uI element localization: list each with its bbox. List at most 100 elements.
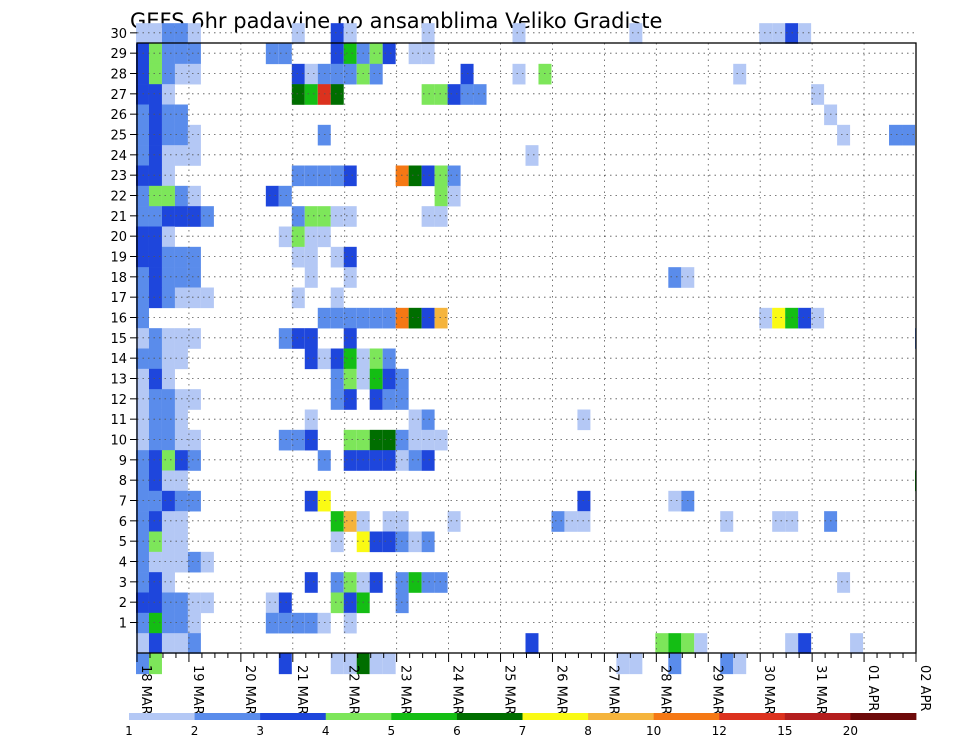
heatmap-cell: [382, 531, 396, 553]
heatmap-cell: [187, 63, 201, 85]
heatmap-cell: [434, 185, 448, 207]
heatmap-cell: [395, 307, 409, 329]
heatmap-cell: [538, 63, 552, 85]
heatmap-cell: [330, 653, 344, 675]
heatmap-cell: [668, 490, 682, 512]
heatmap-cell: [356, 307, 370, 329]
heatmap-cell: [136, 653, 149, 675]
heatmap-cell: [317, 63, 331, 85]
heatmap-cell: [408, 572, 422, 593]
heatmap-cell: [161, 145, 175, 166]
heatmap-cell: [174, 287, 188, 309]
heatmap-cell: [174, 409, 188, 431]
heatmap-cell: [148, 612, 162, 634]
heatmap-cell: [161, 551, 175, 573]
colorbar-swatch: [850, 713, 917, 720]
heatmap-cell: [174, 145, 188, 166]
heatmap-cell: [291, 429, 305, 451]
colorbar-label: 15: [777, 724, 792, 738]
heatmap-cell: [148, 267, 162, 288]
x-tick-label: 27 MAR: [605, 665, 620, 715]
heatmap-cell: [356, 63, 370, 85]
x-tick-label: 25 MAR: [502, 665, 517, 715]
heatmap-cell: [421, 572, 435, 593]
heatmap-cell: [148, 470, 162, 492]
heatmap-cell: [278, 592, 292, 614]
heatmap-cell: [434, 307, 448, 329]
heatmap-cell: [187, 328, 201, 349]
heatmap-cell: [136, 165, 149, 187]
heatmap-cell: [421, 206, 435, 227]
heatmap-cell: [317, 226, 331, 248]
colorbar-swatch: [653, 713, 720, 720]
y-tick-label: 24: [110, 149, 127, 164]
x-tick-label: 20 MAR: [242, 665, 257, 715]
y-tick-label: 8: [119, 474, 127, 489]
heatmap-cell: [772, 23, 786, 44]
heatmap-cell: [330, 368, 344, 390]
heatmap-cell: [187, 490, 201, 512]
heatmap-cell: [356, 592, 370, 614]
heatmap-cell: [395, 511, 409, 532]
heatmap-cell: [148, 43, 162, 65]
heatmap-cell: [798, 23, 812, 44]
heatmap-cell: [343, 572, 357, 593]
heatmap-cell: [161, 84, 175, 105]
colorbar-swatch: [325, 713, 392, 720]
heatmap-cell: [161, 226, 175, 248]
heatmap-cell: [161, 633, 175, 654]
heatmap-cell: [148, 104, 162, 126]
heatmap-cell: [681, 633, 695, 654]
heatmap-cell: [512, 63, 526, 85]
heatmap-cell: [330, 246, 344, 268]
heatmap-cell: [408, 531, 422, 553]
heatmap-cell: [291, 246, 305, 268]
x-tick-label: 26 MAR: [553, 665, 568, 715]
heatmap-cell: [395, 572, 409, 593]
heatmap-cell: [304, 348, 318, 370]
heatmap-cell: [421, 307, 435, 329]
heatmap-cell: [421, 429, 435, 451]
heatmap-cell: [148, 348, 162, 370]
heatmap-cell: [161, 63, 175, 85]
heatmap-cell: [408, 165, 422, 187]
heatmap-cell: [382, 389, 396, 410]
heatmap-cell: [136, 246, 149, 268]
heatmap-cell: [421, 84, 435, 105]
heatmap-cell: [278, 429, 292, 451]
y-tick-label: 9: [119, 454, 127, 469]
heatmap-cell: [265, 592, 279, 614]
heatmap-cell: [317, 124, 331, 146]
heatmap-cell: [785, 23, 799, 44]
y-tick-label: 11: [110, 413, 127, 428]
heatmap-cell: [174, 185, 188, 207]
heatmap-cell: [174, 23, 188, 44]
x-tick-label: 31 MAR: [813, 665, 828, 715]
heatmap-cell: [174, 612, 188, 634]
heatmap-cell: [356, 653, 370, 675]
heatmap-cell: [174, 43, 188, 65]
heatmap-cell: [187, 206, 201, 227]
heatmap-cell: [811, 307, 825, 329]
heatmap-cell: [343, 348, 357, 370]
heatmap-cell: [161, 165, 175, 187]
heatmap-cell: [278, 612, 292, 634]
heatmap-cell: [161, 348, 175, 370]
heatmap-cell: [616, 653, 630, 675]
heatmap-cell: [356, 429, 370, 451]
heatmap-cell: [148, 23, 162, 44]
heatmap-cell: [434, 572, 448, 593]
heatmap-cell: [174, 490, 188, 512]
heatmap-cell: [304, 572, 318, 593]
heatmap-cell: [902, 124, 915, 146]
heatmap-cell: [733, 63, 747, 85]
y-tick-label: 29: [110, 47, 127, 62]
heatmap-cell: [278, 653, 292, 675]
heatmap-cell: [330, 63, 344, 85]
heatmap-cell: [174, 633, 188, 654]
heatmap-cell: [304, 246, 318, 268]
heatmap-cell: [811, 84, 825, 105]
heatmap-cell: [369, 572, 383, 593]
heatmap-cell: [187, 145, 201, 166]
x-tick-label: 28 MAR: [657, 665, 672, 715]
